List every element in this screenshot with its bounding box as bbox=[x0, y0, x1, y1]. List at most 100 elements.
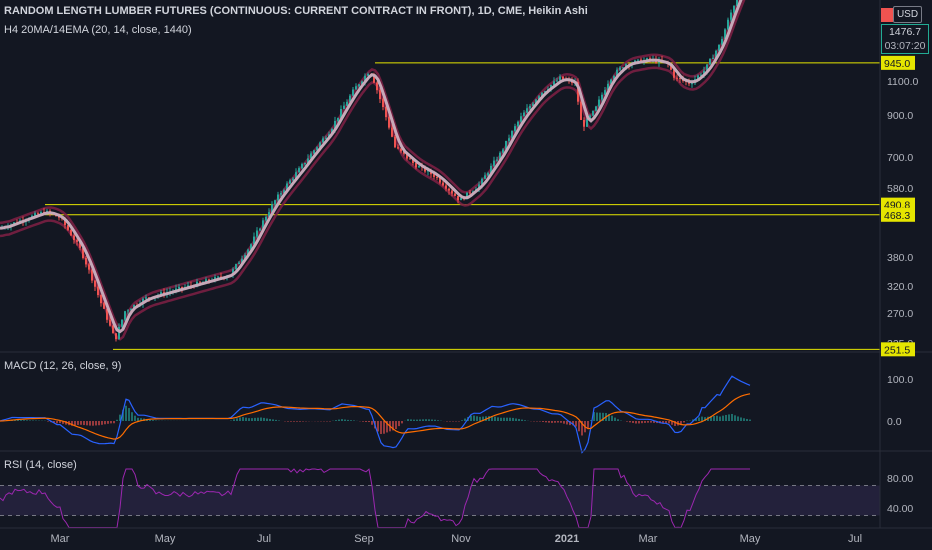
candle-body bbox=[559, 76, 561, 81]
candle-body bbox=[607, 83, 609, 91]
level-tag bbox=[881, 55, 915, 70]
candle bbox=[733, 4, 735, 15]
candle-body bbox=[346, 101, 348, 106]
candle bbox=[394, 134, 396, 149]
candle-body bbox=[415, 162, 417, 168]
candle-body bbox=[622, 67, 624, 69]
candle-body bbox=[715, 50, 717, 58]
candle-body bbox=[118, 326, 120, 340]
candle-body bbox=[637, 59, 639, 61]
candle bbox=[352, 86, 354, 97]
candle bbox=[457, 195, 459, 204]
candle-body bbox=[478, 184, 480, 189]
candle-body bbox=[103, 303, 105, 309]
time-tick-label: Mar bbox=[639, 533, 658, 545]
last-price: 1476.7 bbox=[888, 26, 922, 38]
candle bbox=[619, 66, 621, 72]
candle-body bbox=[37, 213, 39, 215]
candle-body bbox=[676, 77, 678, 79]
candle-body bbox=[316, 147, 318, 151]
candle-body bbox=[580, 101, 582, 120]
candle bbox=[88, 263, 90, 274]
candle-body bbox=[199, 281, 201, 283]
candle bbox=[310, 151, 312, 159]
time-tick-label: Nov bbox=[451, 533, 471, 545]
candle-body bbox=[94, 280, 96, 287]
candle-body bbox=[40, 211, 42, 215]
candle-body bbox=[298, 168, 300, 173]
candle bbox=[526, 104, 528, 114]
candle bbox=[145, 294, 147, 300]
candle bbox=[355, 83, 357, 90]
candle-body bbox=[433, 174, 435, 177]
candle-body bbox=[238, 262, 240, 265]
candle bbox=[121, 319, 123, 329]
level-tag-label: 468.3 bbox=[884, 210, 910, 222]
candle-body bbox=[70, 229, 72, 236]
candle-body bbox=[208, 279, 210, 281]
candle-body bbox=[532, 103, 534, 106]
candle-body bbox=[502, 149, 504, 153]
candle-body bbox=[436, 176, 438, 178]
candle-body bbox=[724, 29, 726, 40]
candle bbox=[343, 101, 345, 110]
candle-body bbox=[58, 216, 60, 218]
candle-body bbox=[706, 64, 708, 71]
price-tick-label: 1100.0 bbox=[887, 76, 918, 88]
candle-body bbox=[523, 112, 525, 117]
candle-body bbox=[388, 117, 390, 128]
candle-body bbox=[373, 74, 375, 83]
candle-body bbox=[97, 286, 99, 296]
candle-body bbox=[82, 247, 84, 258]
signal-line bbox=[0, 393, 751, 440]
candle-body bbox=[301, 164, 303, 169]
candle bbox=[679, 77, 681, 83]
candle-body bbox=[277, 194, 279, 201]
candle-body bbox=[160, 292, 162, 296]
level-tag-label: 945.0 bbox=[884, 58, 910, 70]
candle-body bbox=[466, 192, 468, 200]
candle-body bbox=[352, 89, 354, 96]
candle bbox=[280, 190, 282, 197]
candle bbox=[235, 263, 237, 271]
indicator-legend[interactable]: H4 20MA/14EMA (20, 14, close, 1440) bbox=[4, 24, 192, 36]
time-tick-label: May bbox=[740, 533, 761, 545]
candle-body bbox=[589, 115, 591, 119]
candle-body bbox=[526, 108, 528, 113]
level-tag bbox=[881, 342, 915, 357]
candle-body bbox=[181, 286, 183, 289]
macd-legend[interactable]: MACD (12, 26, close, 9) bbox=[4, 360, 122, 372]
ma-line bbox=[0, 0, 743, 334]
candle-body bbox=[601, 94, 603, 100]
currency-button[interactable]: USD bbox=[893, 6, 922, 23]
high-marker bbox=[881, 8, 893, 22]
candle-body bbox=[598, 99, 600, 107]
candle bbox=[529, 104, 531, 110]
candle-body bbox=[445, 185, 447, 189]
candle-body bbox=[259, 228, 261, 231]
candle-body bbox=[109, 319, 111, 326]
candle-body bbox=[709, 58, 711, 65]
candle bbox=[358, 83, 360, 88]
candle-body bbox=[721, 39, 723, 45]
candle bbox=[385, 105, 387, 121]
candle-body bbox=[313, 150, 315, 154]
candle bbox=[523, 110, 525, 117]
ema-band-upper bbox=[0, 0, 741, 328]
candle-body bbox=[343, 105, 345, 110]
candle bbox=[604, 86, 606, 96]
candle-body bbox=[256, 230, 258, 237]
candle bbox=[277, 191, 279, 202]
candle-body bbox=[286, 183, 288, 191]
candle-body bbox=[394, 136, 396, 148]
candle-body bbox=[733, 6, 735, 13]
candle-body bbox=[274, 200, 276, 205]
rsi-legend[interactable]: RSI (14, close) bbox=[4, 459, 77, 471]
candle-body bbox=[529, 105, 531, 109]
price-tick-label: 900.0 bbox=[887, 110, 913, 122]
macd-pane bbox=[0, 375, 751, 454]
candle bbox=[622, 66, 624, 69]
candle bbox=[256, 227, 258, 239]
candle-body bbox=[397, 147, 399, 149]
